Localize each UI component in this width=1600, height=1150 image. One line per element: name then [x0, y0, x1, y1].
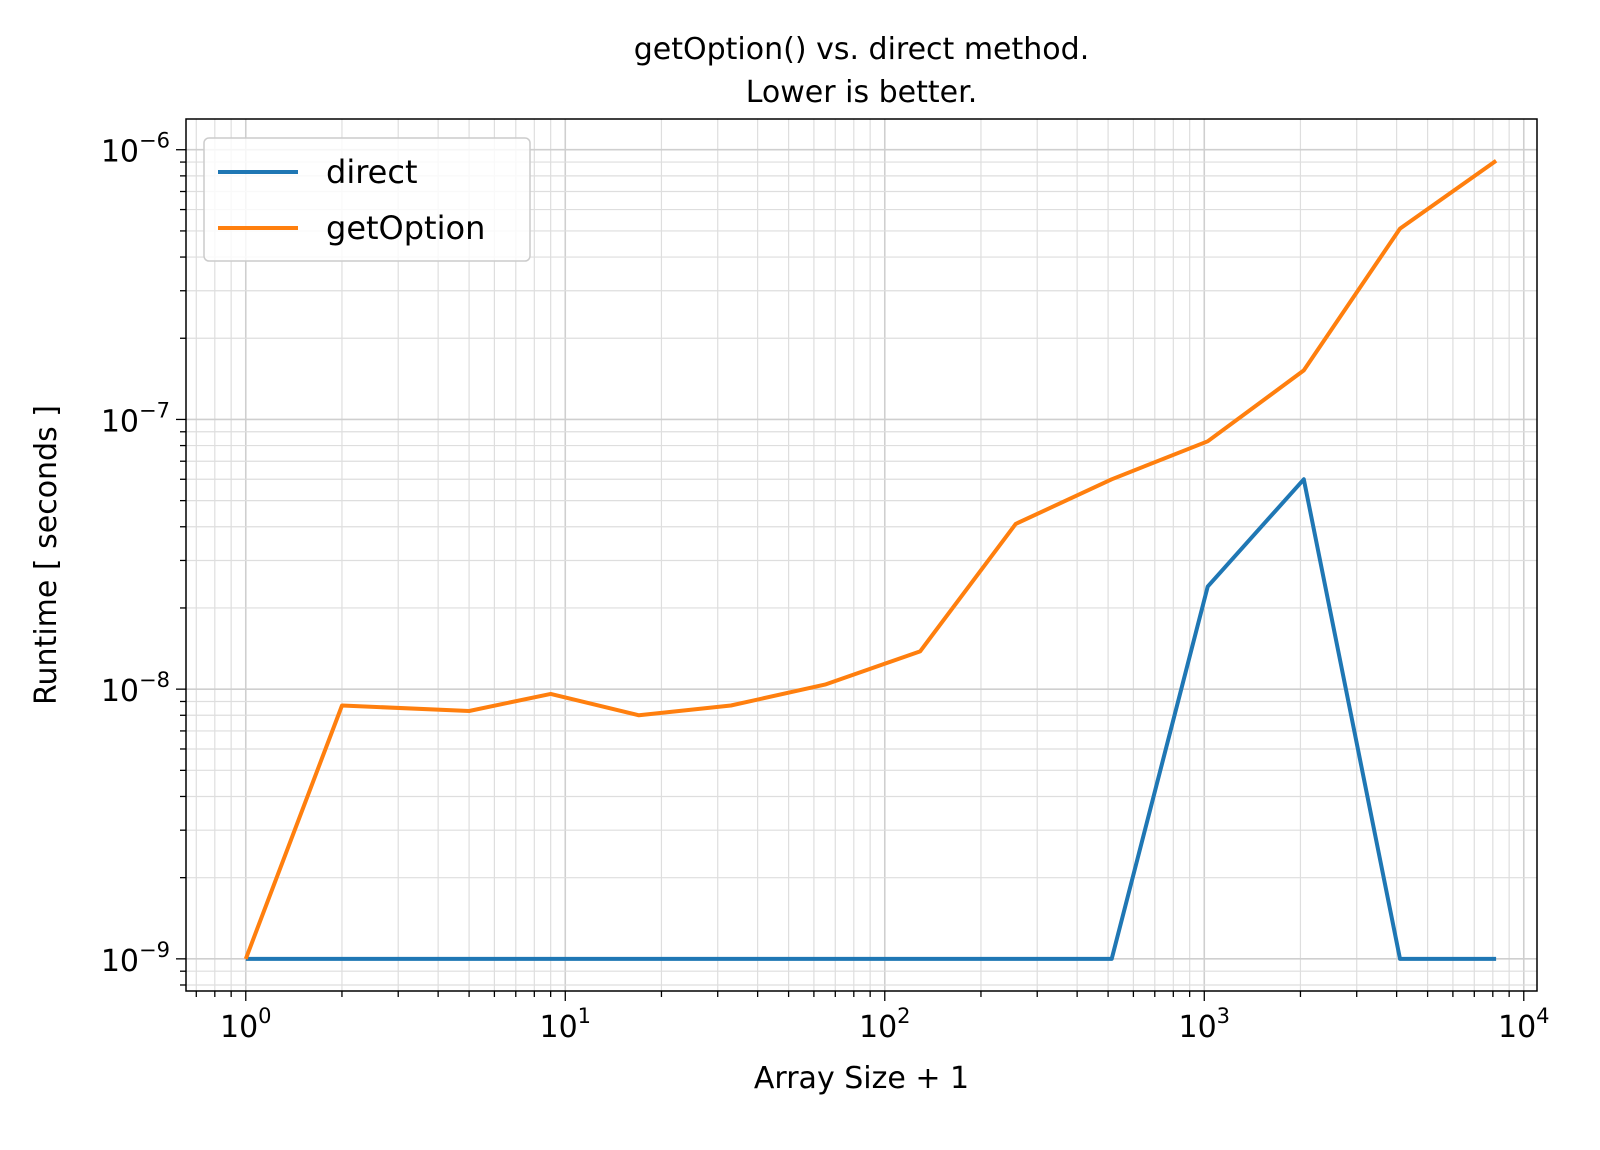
x-tick-label: 100 — [220, 1004, 272, 1045]
legend: direct getOption — [203, 137, 531, 262]
chart-title-line-2: Lower is better. — [746, 75, 978, 110]
x-tick-label: 103 — [1178, 1004, 1230, 1045]
y-tick-label: 10−8 — [101, 668, 170, 709]
y-axis-label: Runtime [ seconds ] — [29, 405, 64, 705]
x-tick-label: 104 — [1498, 1004, 1550, 1045]
x-tick-label: 102 — [859, 1004, 911, 1045]
x-tick-label: 101 — [539, 1004, 591, 1045]
legend-label-direct: direct — [326, 153, 417, 191]
plot-frame — [185, 118, 1538, 992]
chart-title-line-1: getOption() vs. direct method. — [634, 32, 1089, 67]
y-tick-label: 10−6 — [101, 129, 170, 170]
series-line-direct — [245, 477, 1497, 961]
x-axis-label: Array Size + 1 — [754, 1061, 969, 1096]
y-tick-label: 10−7 — [101, 398, 170, 439]
legend-box — [203, 137, 531, 262]
axis-ticks: 100 101 102 103 104 10−9 10−8 10−7 10−6 — [101, 129, 1550, 1045]
y-tick-label: 10−9 — [101, 938, 170, 979]
series-layer — [243, 159, 1498, 961]
grid — [186, 119, 1537, 991]
series-line-getoption — [243, 159, 1498, 960]
legend-label-getoption: getOption — [326, 209, 485, 247]
